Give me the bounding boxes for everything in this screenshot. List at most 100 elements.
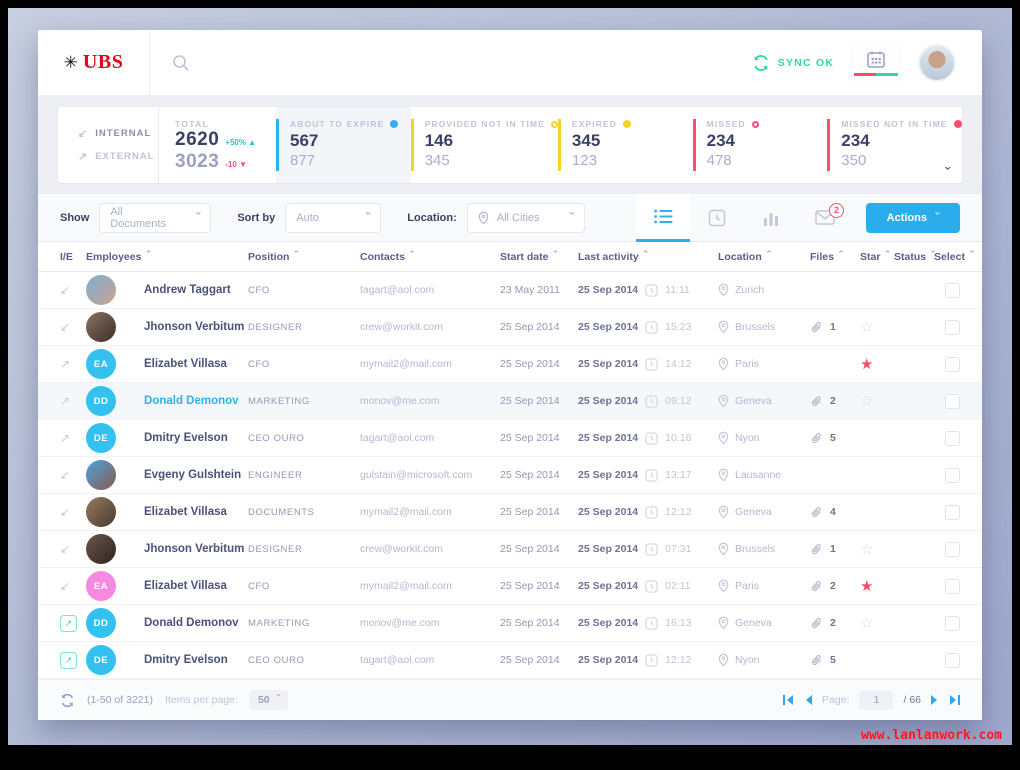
column-header-files[interactable]: Files ˆ [810,250,843,263]
contact-email[interactable]: tagart@aol.com [360,654,435,666]
search-icon[interactable] [172,54,190,72]
table-row[interactable]: ↙ Elizabet Villasa DOCUMENTS mymail2@mai… [38,494,982,531]
next-page-button[interactable] [931,695,939,705]
contact-email[interactable]: crew@workit.com [360,543,444,555]
internal-filter[interactable]: ↙ INTERNAL [78,127,158,140]
history-view-tab[interactable] [690,194,744,242]
table-row[interactable]: ↙ Evgeny Gulshtein ENGINEER gulstain@mic… [38,457,982,494]
show-dropdown[interactable]: All Documents ˇ [99,202,212,233]
files-cell[interactable]: 1 [810,543,860,556]
contact-email[interactable]: mymail2@mail.com [360,358,452,370]
sync-status[interactable]: SYNC OK [752,54,834,72]
row-checkbox[interactable] [945,356,960,372]
table-row[interactable]: ↙ Jhonson Verbitum DESIGNER crew@workit.… [38,309,982,346]
stat-card[interactable]: EXPIRED 345 123 [557,107,693,183]
star-icon[interactable]: ★ [860,355,874,373]
files-cell[interactable]: 2 [810,617,860,630]
external-filter[interactable]: ↗ EXTERNAL [78,150,158,163]
column-header-select[interactable]: Select ˇ [934,250,974,263]
chevron-down-icon: ˇ [276,694,280,705]
files-cell[interactable]: 2 [810,395,860,408]
files-cell[interactable]: 5 [810,432,860,445]
status-dot-icon [550,120,558,128]
column-header-position[interactable]: Position ˆ [248,250,299,263]
table-row[interactable]: ↙ Andrew Taggart CFO tagart@aol.com 23 M… [38,272,982,309]
mail-view-tab[interactable]: 2 [798,194,852,242]
contact-email[interactable]: monov@me.com [360,395,440,407]
list-view-icon [653,209,672,223]
location-dropdown[interactable]: All Cities ˇ [466,202,585,233]
sort-label: Sort by [237,211,276,224]
history-view-icon [708,209,726,226]
table-row[interactable]: ↗ DD Donald Demonov MARKETING monov@me.c… [38,605,982,642]
table-row[interactable]: ↗ EA Elizabet Villasa CFO mymail2@mail.c… [38,346,982,383]
column-header-start-date[interactable]: Start date ˆ [500,250,558,263]
row-checkbox[interactable] [945,393,960,409]
contact-email[interactable]: monov@me.com [360,617,440,629]
row-checkbox[interactable] [945,319,960,335]
star-icon[interactable]: ☆ [860,318,874,336]
last-page-button[interactable] [949,695,960,705]
contact-email[interactable]: tagart@aol.com [360,284,435,296]
table-row[interactable]: ↙ Jhonson Verbitum DESIGNER crew@workit.… [38,531,982,568]
items-per-page-select[interactable]: 50 ˇ [249,690,288,710]
contact-email[interactable]: tagart@aol.com [360,432,435,444]
list-view-tab[interactable] [636,193,690,242]
location-pin-icon [718,616,729,630]
row-checkbox[interactable] [945,652,960,668]
stats-expand-chevron-icon[interactable]: ˇ [945,165,950,182]
direction-icon: ↙ [60,579,71,593]
column-header-location[interactable]: Location ˆ [718,250,771,263]
chevron-down-icon: ˇ [569,209,574,225]
row-checkbox[interactable] [945,541,960,557]
activity-date: 25 Sep 2014 [578,321,639,333]
files-cell[interactable]: 2 [810,580,860,593]
files-cell[interactable]: 5 [810,654,860,667]
stat-card[interactable]: MISSED NOT IN TIME 234 350 [827,107,962,183]
star-icon[interactable]: ★ [860,577,874,595]
table-row[interactable]: ↙ EA Elizabet Villasa CFO mymail2@mail.c… [38,568,982,605]
column-header-employees[interactable]: Employees ˆ [86,250,151,263]
contact-email[interactable]: gulstain@microsoft.com [360,469,473,481]
location-city: Brussels [735,321,776,333]
stat-card[interactable]: ABOUT TO EXPIRE 567 877 [276,107,411,183]
calendar-button[interactable] [850,40,902,85]
row-checkbox[interactable] [945,467,960,483]
actions-button[interactable]: Actions ˇ [866,202,960,233]
column-header-contacts[interactable]: Contacts ˆ [360,250,414,263]
column-header-status[interactable]: Status ˇ [894,250,935,263]
contact-email[interactable]: mymail2@mail.com [360,506,452,518]
chevron-down-icon: ˇ [196,209,201,225]
row-checkbox[interactable] [945,282,960,298]
column-header-star[interactable]: Star ˆ [860,250,890,263]
star-icon[interactable]: ☆ [860,392,874,410]
column-header-last-activity[interactable]: Last activity ˆ [578,250,648,263]
clock-icon [645,653,658,667]
clock-icon [645,542,658,556]
column-header-i-e[interactable]: I/E [60,250,73,263]
chart-view-tab[interactable] [744,194,798,242]
star-icon[interactable]: ☆ [860,614,874,632]
contact-email[interactable]: crew@workit.com [360,321,444,333]
contact-email[interactable]: mymail2@mail.com [360,580,452,592]
row-checkbox[interactable] [945,430,960,446]
table-row[interactable]: ↗ DE Dmitry Evelson CEO OURO tagart@aol.… [38,642,982,679]
activity-date: 25 Sep 2014 [578,654,639,666]
files-cell[interactable]: 4 [810,506,860,519]
total-label: TOTAL [175,119,210,129]
row-checkbox[interactable] [945,615,960,631]
stat-card[interactable]: MISSED 234 478 [692,107,828,183]
first-page-button[interactable] [783,695,794,705]
table-row[interactable]: ↗ DE Dmitry Evelson CEO OURO tagart@aol.… [38,420,982,457]
table-row[interactable]: ↗ DD Donald Demonov MARKETING monov@me.c… [38,383,982,420]
row-checkbox[interactable] [945,504,960,520]
sort-dropdown[interactable]: Auto ˇ [285,202,382,233]
star-icon[interactable]: ☆ [860,540,874,558]
user-avatar[interactable] [918,43,956,82]
page-input[interactable] [859,690,894,710]
files-cell[interactable]: 1 [810,321,860,334]
previous-page-button[interactable] [804,695,813,705]
refresh-icon[interactable] [60,693,75,708]
row-checkbox[interactable] [945,578,960,594]
stat-card[interactable]: PROVIDED NOT IN TIME 146 345 [410,107,558,183]
